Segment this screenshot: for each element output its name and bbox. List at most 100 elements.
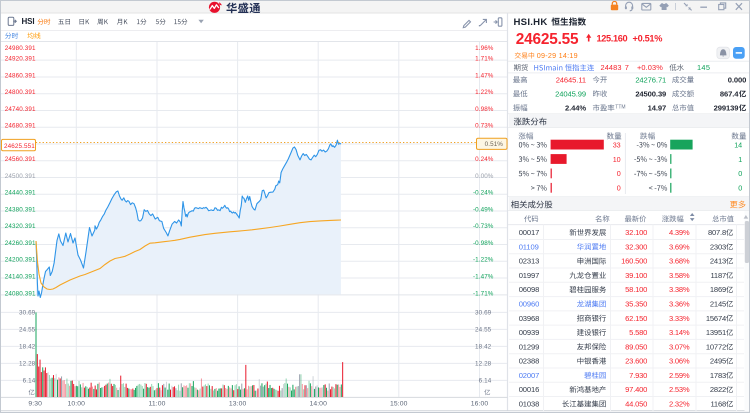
svg-text:TTM: TTM bbox=[615, 104, 625, 110]
svg-text:3.58%: 3.58% bbox=[669, 271, 690, 280]
svg-text:00016: 00016 bbox=[519, 385, 540, 394]
svg-text:2413: 2413 bbox=[710, 257, 726, 266]
svg-text:HSI.HK: HSI.HK bbox=[514, 17, 548, 28]
svg-text:24860.391: 24860.391 bbox=[5, 72, 36, 79]
svg-text:24740.391: 24740.391 bbox=[5, 106, 36, 113]
svg-text:3.33%: 3.33% bbox=[669, 314, 690, 323]
svg-text:02007: 02007 bbox=[519, 371, 540, 380]
svg-text:00939: 00939 bbox=[519, 328, 540, 337]
svg-text:24440.391: 24440.391 bbox=[5, 190, 36, 197]
svg-text:2.59%: 2.59% bbox=[669, 371, 690, 380]
svg-text:0: 0 bbox=[617, 169, 621, 178]
svg-text:10772: 10772 bbox=[706, 342, 726, 351]
svg-text:97.400: 97.400 bbox=[625, 385, 647, 394]
svg-text:-0.24%: -0.24% bbox=[473, 190, 494, 197]
svg-text:3.68%: 3.68% bbox=[669, 257, 690, 266]
svg-text:1.96%: 1.96% bbox=[475, 45, 494, 52]
svg-text:15674: 15674 bbox=[706, 314, 726, 323]
svg-text:13951: 13951 bbox=[706, 328, 726, 337]
svg-text:2303: 2303 bbox=[710, 242, 726, 251]
svg-text:4.39%: 4.39% bbox=[669, 228, 690, 237]
svg-text:62.150: 62.150 bbox=[625, 314, 647, 323]
svg-text:24260.391: 24260.391 bbox=[5, 240, 36, 247]
svg-text:18.42: 18.42 bbox=[19, 343, 36, 350]
svg-text:24500.391: 24500.391 bbox=[5, 173, 36, 180]
svg-text:24645.11: 24645.11 bbox=[556, 75, 586, 84]
svg-text:02388: 02388 bbox=[519, 357, 540, 366]
svg-text:16:00: 16:00 bbox=[471, 401, 489, 408]
svg-text:24276.71: 24276.71 bbox=[635, 75, 666, 84]
svg-text:-1.47%: -1.47% bbox=[473, 273, 494, 280]
svg-text:867.4: 867.4 bbox=[720, 89, 739, 98]
svg-text:3.38%: 3.38% bbox=[669, 285, 690, 294]
svg-text:11:00: 11:00 bbox=[148, 401, 165, 408]
svg-text:+0.51%: +0.51% bbox=[633, 34, 663, 44]
svg-text:1.47%: 1.47% bbox=[475, 72, 494, 79]
svg-text:-0.49%: -0.49% bbox=[473, 206, 494, 213]
svg-text:3.69%: 3.69% bbox=[669, 242, 690, 251]
svg-text:HSI: HSI bbox=[22, 17, 35, 26]
svg-text:10:00: 10:00 bbox=[68, 401, 86, 408]
svg-text:160.500: 160.500 bbox=[621, 257, 647, 266]
svg-text:24920.391: 24920.391 bbox=[5, 56, 36, 63]
svg-text:9:30: 9:30 bbox=[28, 401, 42, 408]
svg-text:-0.73%: -0.73% bbox=[473, 223, 494, 230]
svg-text:24800.391: 24800.391 bbox=[5, 89, 36, 96]
svg-text:24.55: 24.55 bbox=[19, 326, 36, 333]
svg-text:44.050: 44.050 bbox=[625, 399, 647, 408]
svg-text:3.36%: 3.36% bbox=[669, 300, 690, 309]
svg-text:7.930: 7.930 bbox=[629, 371, 647, 380]
svg-text:10: 10 bbox=[613, 155, 621, 164]
svg-text:2822: 2822 bbox=[710, 385, 726, 394]
svg-text:32.300: 32.300 bbox=[625, 242, 647, 251]
svg-text:7: 7 bbox=[625, 63, 629, 72]
svg-text:0.73%: 0.73% bbox=[475, 123, 494, 130]
svg-text:+0.03%: +0.03% bbox=[637, 63, 663, 72]
svg-text:0.24%: 0.24% bbox=[475, 156, 494, 163]
svg-text:1187: 1187 bbox=[710, 271, 726, 280]
svg-text:6.14: 6.14 bbox=[23, 377, 36, 384]
svg-text:35.350: 35.350 bbox=[625, 300, 647, 309]
svg-text:-0.98%: -0.98% bbox=[473, 240, 494, 247]
svg-text:2.32%: 2.32% bbox=[669, 399, 690, 408]
svg-text:5.580: 5.580 bbox=[629, 328, 647, 337]
svg-text:24680.391: 24680.391 bbox=[5, 123, 36, 130]
svg-text:02313: 02313 bbox=[519, 257, 540, 266]
svg-text:1: 1 bbox=[738, 155, 742, 164]
svg-text:1869: 1869 bbox=[710, 285, 726, 294]
svg-text:-1.71%: -1.71% bbox=[473, 290, 494, 297]
svg-text:30.69: 30.69 bbox=[19, 309, 36, 316]
svg-text:24483: 24483 bbox=[601, 63, 622, 72]
svg-text:00960: 00960 bbox=[519, 300, 540, 309]
svg-text:39.100: 39.100 bbox=[625, 271, 647, 280]
svg-text:00017: 00017 bbox=[519, 228, 540, 237]
svg-text:24080.391: 24080.391 bbox=[5, 290, 36, 297]
svg-text:24625.551: 24625.551 bbox=[4, 143, 35, 150]
svg-text:24625.55: 24625.55 bbox=[516, 31, 579, 48]
svg-text:01299: 01299 bbox=[519, 342, 540, 351]
svg-text:-1.22%: -1.22% bbox=[473, 257, 494, 264]
svg-text:145: 145 bbox=[697, 63, 710, 72]
svg-text:30.69: 30.69 bbox=[475, 309, 492, 316]
svg-text:6.14: 6.14 bbox=[479, 377, 492, 384]
svg-text:24045.99: 24045.99 bbox=[555, 89, 586, 98]
svg-text:2.53%: 2.53% bbox=[669, 385, 690, 394]
svg-text:14:00: 14:00 bbox=[309, 401, 327, 408]
svg-text:24380.391: 24380.391 bbox=[5, 206, 36, 213]
svg-text:24980.391: 24980.391 bbox=[5, 45, 36, 52]
svg-text:0.51%: 0.51% bbox=[485, 141, 504, 148]
svg-text:0.000: 0.000 bbox=[728, 75, 747, 84]
svg-text:32.100: 32.100 bbox=[625, 228, 647, 237]
svg-text:14: 14 bbox=[734, 140, 742, 149]
svg-text:89.050: 89.050 bbox=[625, 342, 647, 351]
svg-text:12.28: 12.28 bbox=[475, 360, 492, 367]
svg-text:299139: 299139 bbox=[714, 104, 739, 113]
svg-text:24500.39: 24500.39 bbox=[635, 89, 666, 98]
svg-text:09-29 14:19: 09-29 14:19 bbox=[537, 51, 578, 60]
svg-text:0: 0 bbox=[738, 184, 742, 193]
svg-text:24140.391: 24140.391 bbox=[5, 273, 36, 280]
svg-text:12.28: 12.28 bbox=[19, 360, 36, 367]
svg-text:2145: 2145 bbox=[710, 300, 726, 309]
svg-text:1.22%: 1.22% bbox=[475, 89, 494, 96]
svg-text:3.14%: 3.14% bbox=[669, 328, 690, 337]
